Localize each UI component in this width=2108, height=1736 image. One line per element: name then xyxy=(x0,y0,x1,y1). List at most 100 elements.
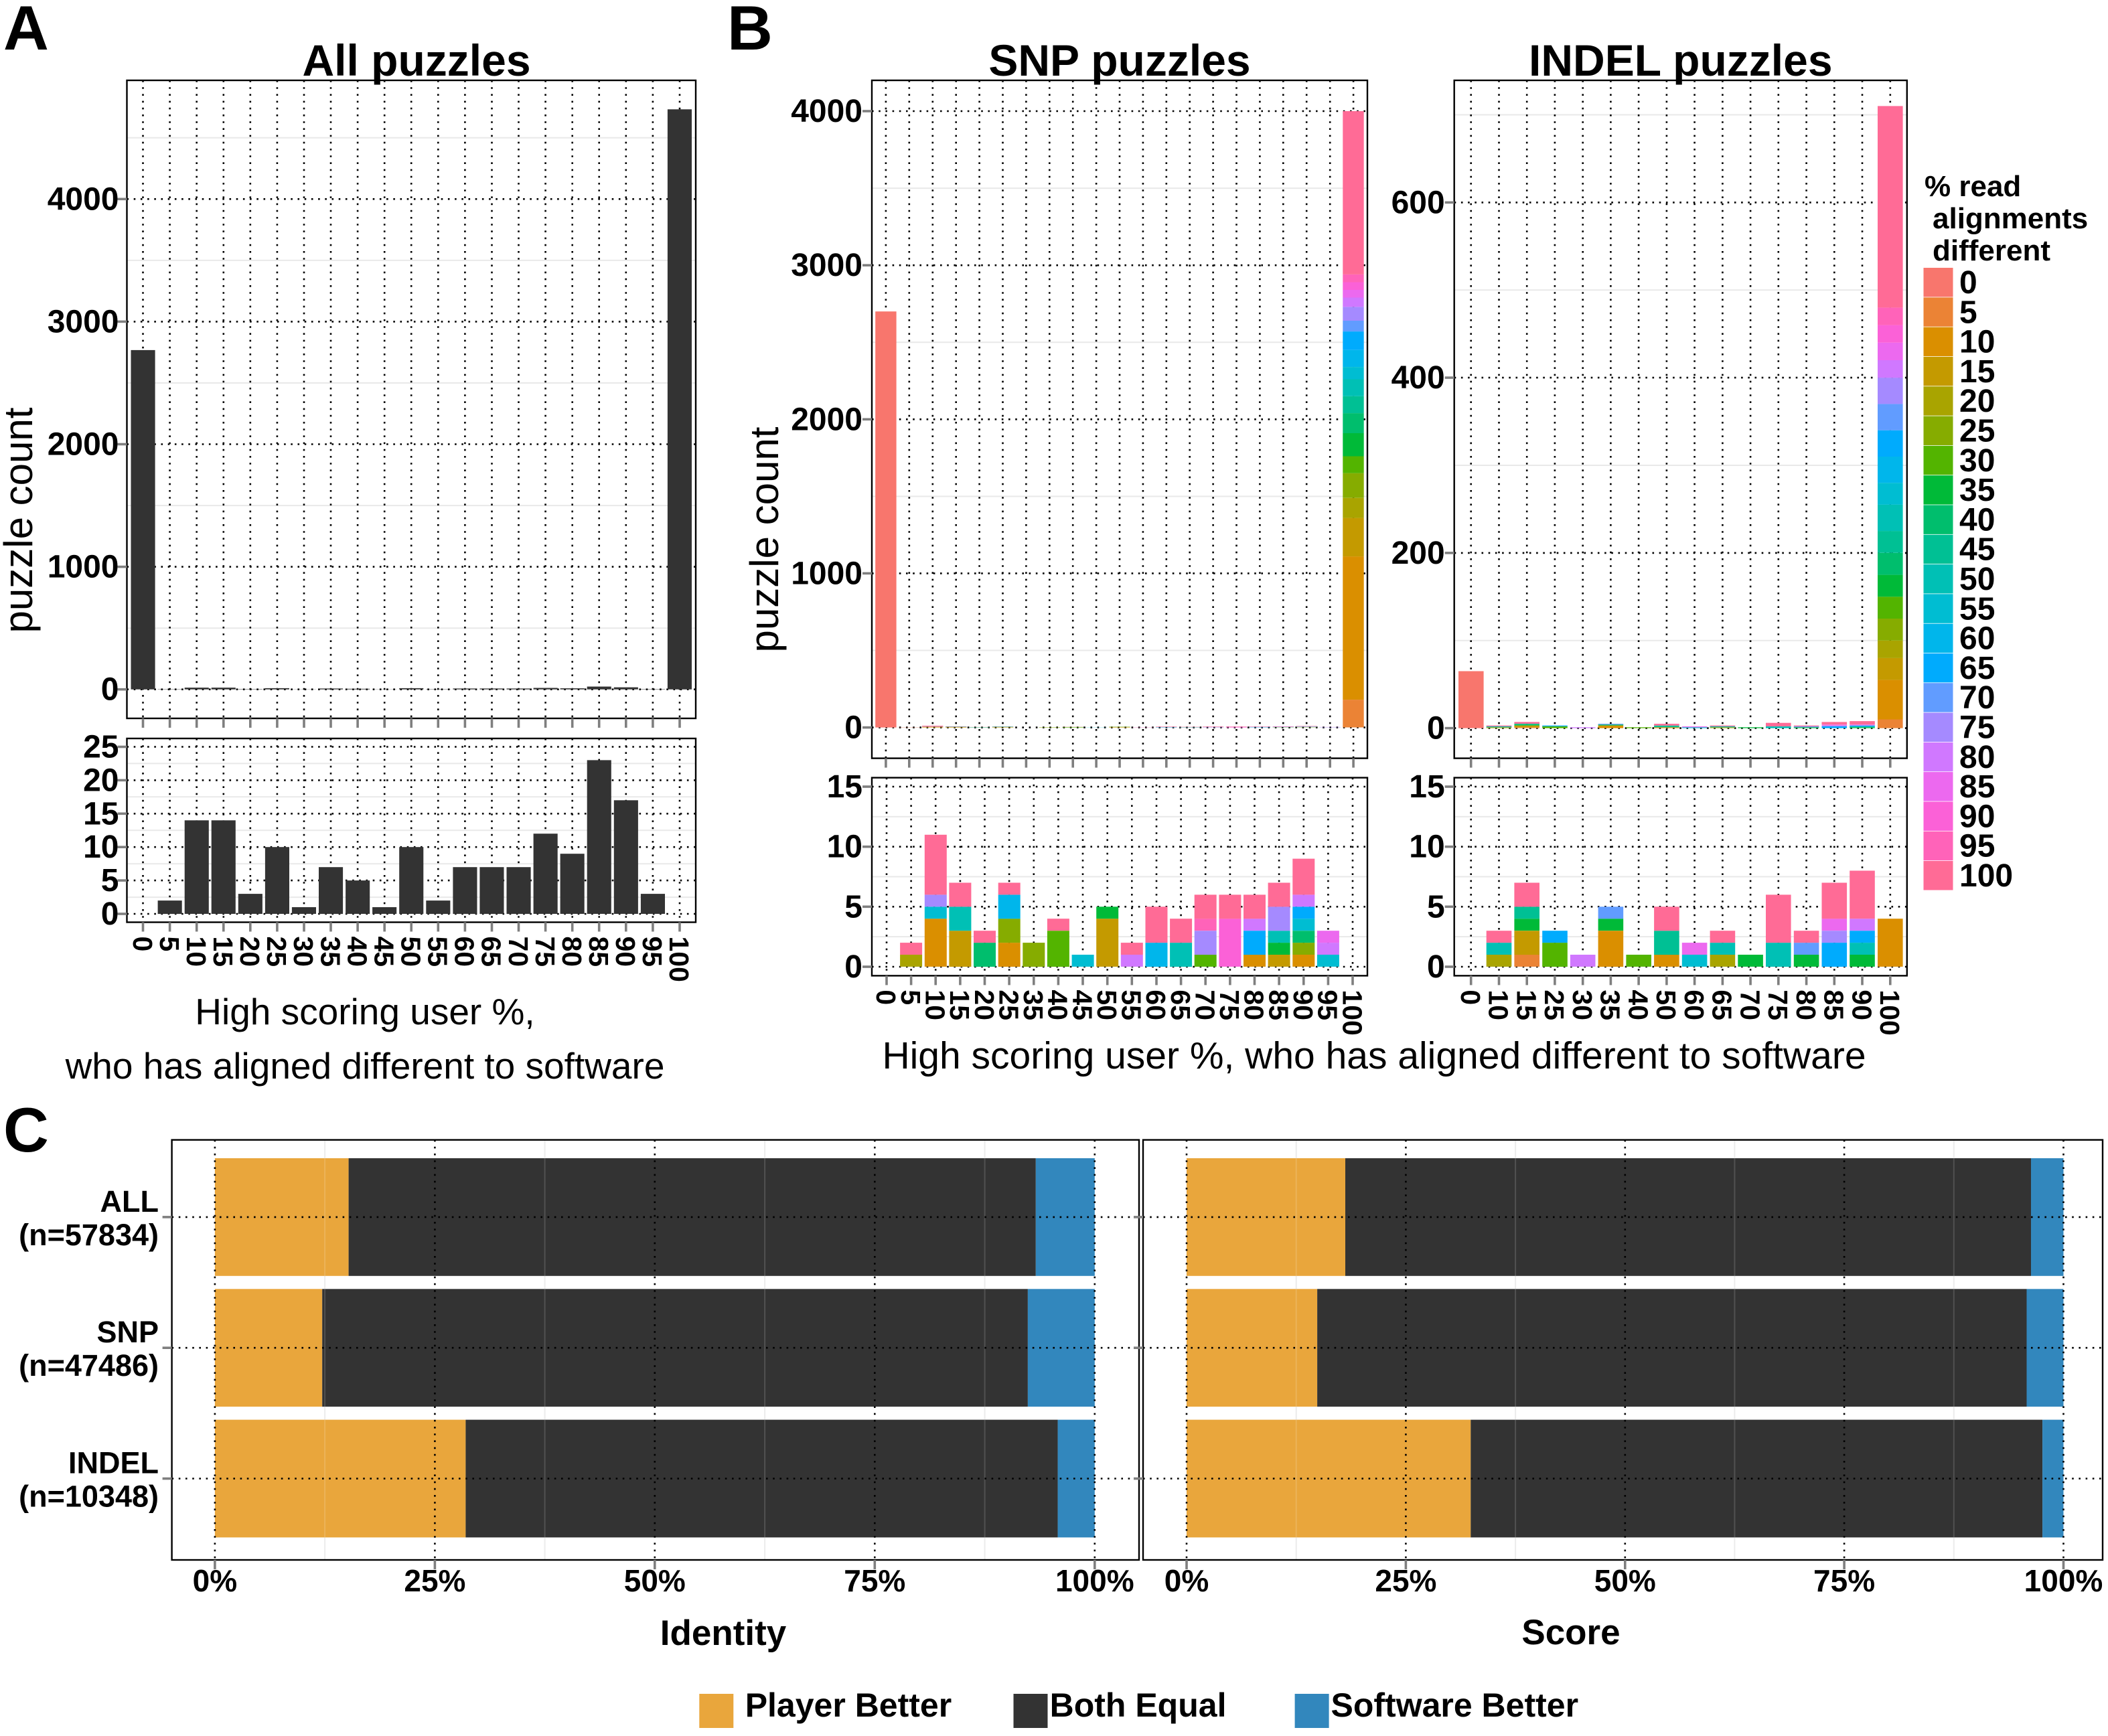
svg-text:0: 0 xyxy=(1455,990,1486,1005)
svg-text:60: 60 xyxy=(449,937,480,967)
svg-text:2000: 2000 xyxy=(791,402,862,437)
svg-text:40: 40 xyxy=(342,937,372,967)
svg-text:600: 600 xyxy=(1391,185,1445,220)
svg-text:200: 200 xyxy=(1391,536,1445,571)
svg-text:80: 80 xyxy=(556,937,587,967)
svg-text:ALL: ALL xyxy=(100,1184,159,1218)
svg-text:alignments: alignments xyxy=(1933,202,2088,235)
svg-text:25%: 25% xyxy=(1375,1563,1436,1598)
svg-text:50: 50 xyxy=(396,937,427,967)
svg-text:65: 65 xyxy=(476,937,507,967)
svg-text:5: 5 xyxy=(154,937,185,952)
svg-text:0%: 0% xyxy=(1164,1563,1209,1598)
svg-text:0: 0 xyxy=(127,937,158,952)
svg-text:100: 100 xyxy=(664,937,694,982)
svg-text:Score: Score xyxy=(1521,1613,1620,1652)
svg-text:0: 0 xyxy=(844,710,862,746)
svg-text:15: 15 xyxy=(208,937,238,967)
svg-text:45: 45 xyxy=(368,937,399,967)
svg-text:50%: 50% xyxy=(624,1563,686,1598)
svg-text:10: 10 xyxy=(83,830,119,865)
svg-text:25: 25 xyxy=(1539,990,1570,1020)
svg-text:90: 90 xyxy=(610,937,641,967)
svg-text:All puzzles: All puzzles xyxy=(302,35,530,85)
svg-text:60: 60 xyxy=(1679,990,1710,1020)
svg-text:100: 100 xyxy=(1959,858,2013,894)
svg-text:10: 10 xyxy=(181,937,212,967)
svg-text:C: C xyxy=(3,1095,49,1165)
svg-text:100%: 100% xyxy=(2024,1563,2103,1598)
svg-text:80: 80 xyxy=(1791,990,1821,1020)
svg-text:1000: 1000 xyxy=(791,556,862,591)
svg-text:High scoring user %, who has a: High scoring user %, who has aligned dif… xyxy=(882,1034,1866,1077)
svg-text:50: 50 xyxy=(1651,990,1681,1020)
svg-text:B: B xyxy=(727,0,773,63)
svg-text:15: 15 xyxy=(1511,990,1541,1020)
svg-text:85: 85 xyxy=(583,937,614,967)
svg-text:puzzle count: puzzle count xyxy=(0,407,41,633)
svg-text:Player Better: Player Better xyxy=(745,1686,952,1724)
svg-text:% read: % read xyxy=(1925,170,2021,203)
svg-text:15: 15 xyxy=(827,769,862,805)
svg-text:(n=47486): (n=47486) xyxy=(19,1348,159,1383)
svg-text:10: 10 xyxy=(1483,990,1514,1020)
svg-text:20: 20 xyxy=(234,937,265,967)
svg-text:5: 5 xyxy=(844,889,862,925)
svg-text:0: 0 xyxy=(844,949,862,985)
svg-text:15: 15 xyxy=(83,796,119,832)
svg-text:0: 0 xyxy=(1427,949,1445,985)
svg-text:75: 75 xyxy=(530,937,560,967)
svg-text:75%: 75% xyxy=(844,1563,905,1598)
svg-text:70: 70 xyxy=(1734,990,1765,1020)
svg-text:95: 95 xyxy=(637,937,668,967)
svg-text:INDEL puzzles: INDEL puzzles xyxy=(1529,35,1833,85)
svg-text:SNP: SNP xyxy=(96,1315,159,1349)
svg-text:0: 0 xyxy=(101,896,119,932)
svg-text:2000: 2000 xyxy=(48,427,119,463)
svg-text:A: A xyxy=(3,0,49,63)
svg-text:20: 20 xyxy=(83,763,119,798)
svg-text:High scoring user %,: High scoring user %, xyxy=(195,991,534,1032)
svg-text:puzzle count: puzzle count xyxy=(742,426,787,652)
svg-text:25: 25 xyxy=(83,730,119,765)
svg-text:90: 90 xyxy=(1846,990,1877,1020)
svg-text:0: 0 xyxy=(1427,711,1445,746)
svg-text:4000: 4000 xyxy=(791,94,862,129)
svg-text:3000: 3000 xyxy=(791,248,862,283)
svg-text:25%: 25% xyxy=(404,1563,465,1598)
svg-text:30: 30 xyxy=(288,937,319,967)
svg-text:100: 100 xyxy=(1874,990,1905,1035)
svg-text:(n=10348): (n=10348) xyxy=(19,1480,159,1514)
svg-text:who has aligned different to s: who has aligned different to software xyxy=(65,1045,665,1087)
svg-text:4000: 4000 xyxy=(48,181,119,217)
svg-text:35: 35 xyxy=(315,937,346,967)
svg-text:100%: 100% xyxy=(1055,1563,1134,1598)
svg-text:different: different xyxy=(1933,234,2050,267)
svg-text:35: 35 xyxy=(1595,990,1626,1020)
svg-text:85: 85 xyxy=(1819,990,1850,1020)
svg-text:25: 25 xyxy=(261,937,292,967)
svg-text:INDEL: INDEL xyxy=(68,1446,159,1480)
svg-text:10: 10 xyxy=(1409,830,1444,865)
svg-text:70: 70 xyxy=(503,937,534,967)
svg-text:55: 55 xyxy=(423,937,453,967)
svg-text:SNP puzzles: SNP puzzles xyxy=(988,35,1250,85)
svg-text:(n=57834): (n=57834) xyxy=(19,1218,159,1252)
svg-text:0%: 0% xyxy=(193,1563,237,1598)
svg-text:Identity: Identity xyxy=(660,1613,787,1653)
svg-text:5: 5 xyxy=(1427,889,1445,925)
svg-text:1000: 1000 xyxy=(48,550,119,585)
svg-text:3000: 3000 xyxy=(48,304,119,339)
svg-text:100: 100 xyxy=(1337,990,1367,1035)
svg-text:5: 5 xyxy=(101,863,119,898)
svg-text:Software Better: Software Better xyxy=(1331,1686,1579,1724)
svg-text:75: 75 xyxy=(1762,990,1793,1020)
svg-text:75%: 75% xyxy=(1813,1563,1875,1598)
svg-text:15: 15 xyxy=(1409,769,1444,805)
svg-text:30: 30 xyxy=(1567,990,1598,1020)
svg-text:400: 400 xyxy=(1391,360,1445,396)
svg-text:Both Equal: Both Equal xyxy=(1050,1686,1227,1724)
svg-text:40: 40 xyxy=(1623,990,1653,1020)
svg-text:0: 0 xyxy=(101,672,119,708)
svg-text:50%: 50% xyxy=(1594,1563,1656,1598)
